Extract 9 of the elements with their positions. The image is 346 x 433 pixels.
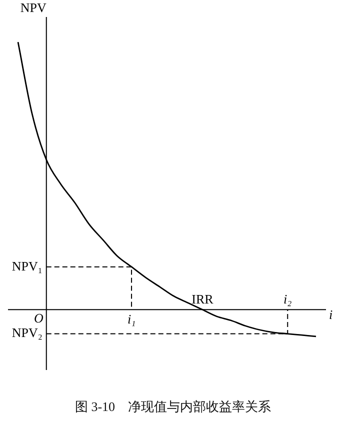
annotation: NPV₂ bbox=[12, 325, 42, 340]
annotation: NPV₁ bbox=[12, 258, 42, 274]
text: 图 3-10 净现值与内部收益率关系 bbox=[74, 398, 272, 416]
x-axis-title: i bbox=[329, 307, 333, 322]
y-axis-title: NPV bbox=[20, 0, 47, 15]
annotation: i₂ bbox=[284, 292, 292, 307]
annotation: i₁ bbox=[127, 312, 136, 327]
annotation: O bbox=[34, 310, 44, 326]
annotation: IRR bbox=[192, 292, 214, 307]
